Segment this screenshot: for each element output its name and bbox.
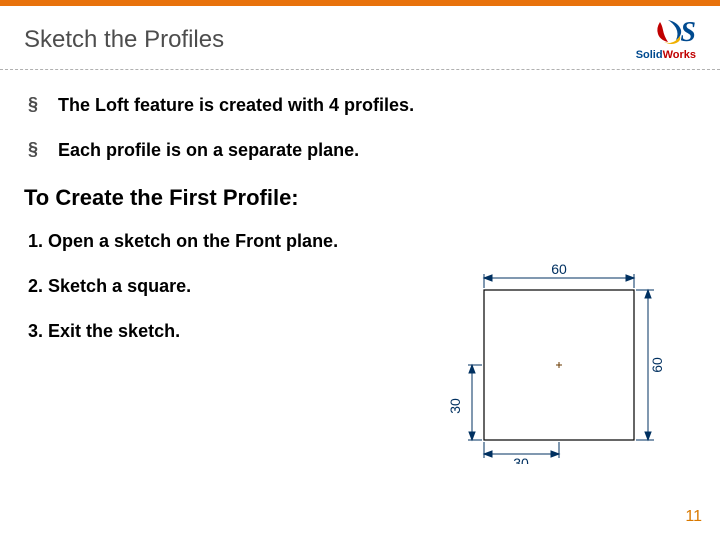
dim-bottom-label: 30 (513, 455, 529, 464)
bullet-list: § The Loft feature is created with 4 pro… (28, 94, 696, 163)
bullet-item: § Each profile is on a separate plane. (28, 139, 696, 162)
logo-ds-letter: S (680, 19, 696, 47)
page-title: Sketch the Profiles (24, 26, 224, 54)
dim-right-label: 60 (649, 357, 665, 373)
bullet-text: Each profile is on a separate plane. (58, 139, 359, 162)
bullet-marker: § (28, 139, 42, 162)
bullet-text: The Loft feature is created with 4 profi… (58, 94, 414, 117)
subheading: To Create the First Profile: (24, 185, 696, 211)
logo-solid: Solid (636, 49, 663, 61)
brand-logo: S SolidWorks (636, 18, 696, 61)
bullet-marker: § (28, 94, 42, 117)
logo-solidworks-text: SolidWorks (636, 50, 696, 61)
page-number: 11 (685, 508, 702, 526)
step-item: Open a sketch on the Front plane. (28, 231, 696, 252)
dim-top-label: 60 (551, 264, 567, 277)
logo-ds-icon: S (654, 18, 696, 48)
dim-inner-label: 30 (447, 398, 463, 414)
bullet-item: § The Loft feature is created with 4 pro… (28, 94, 696, 117)
dimension-diagram: 60 60 30 30 (444, 264, 694, 464)
logo-works: Works (663, 49, 696, 61)
header: Sketch the Profiles S SolidWorks (0, 6, 720, 70)
